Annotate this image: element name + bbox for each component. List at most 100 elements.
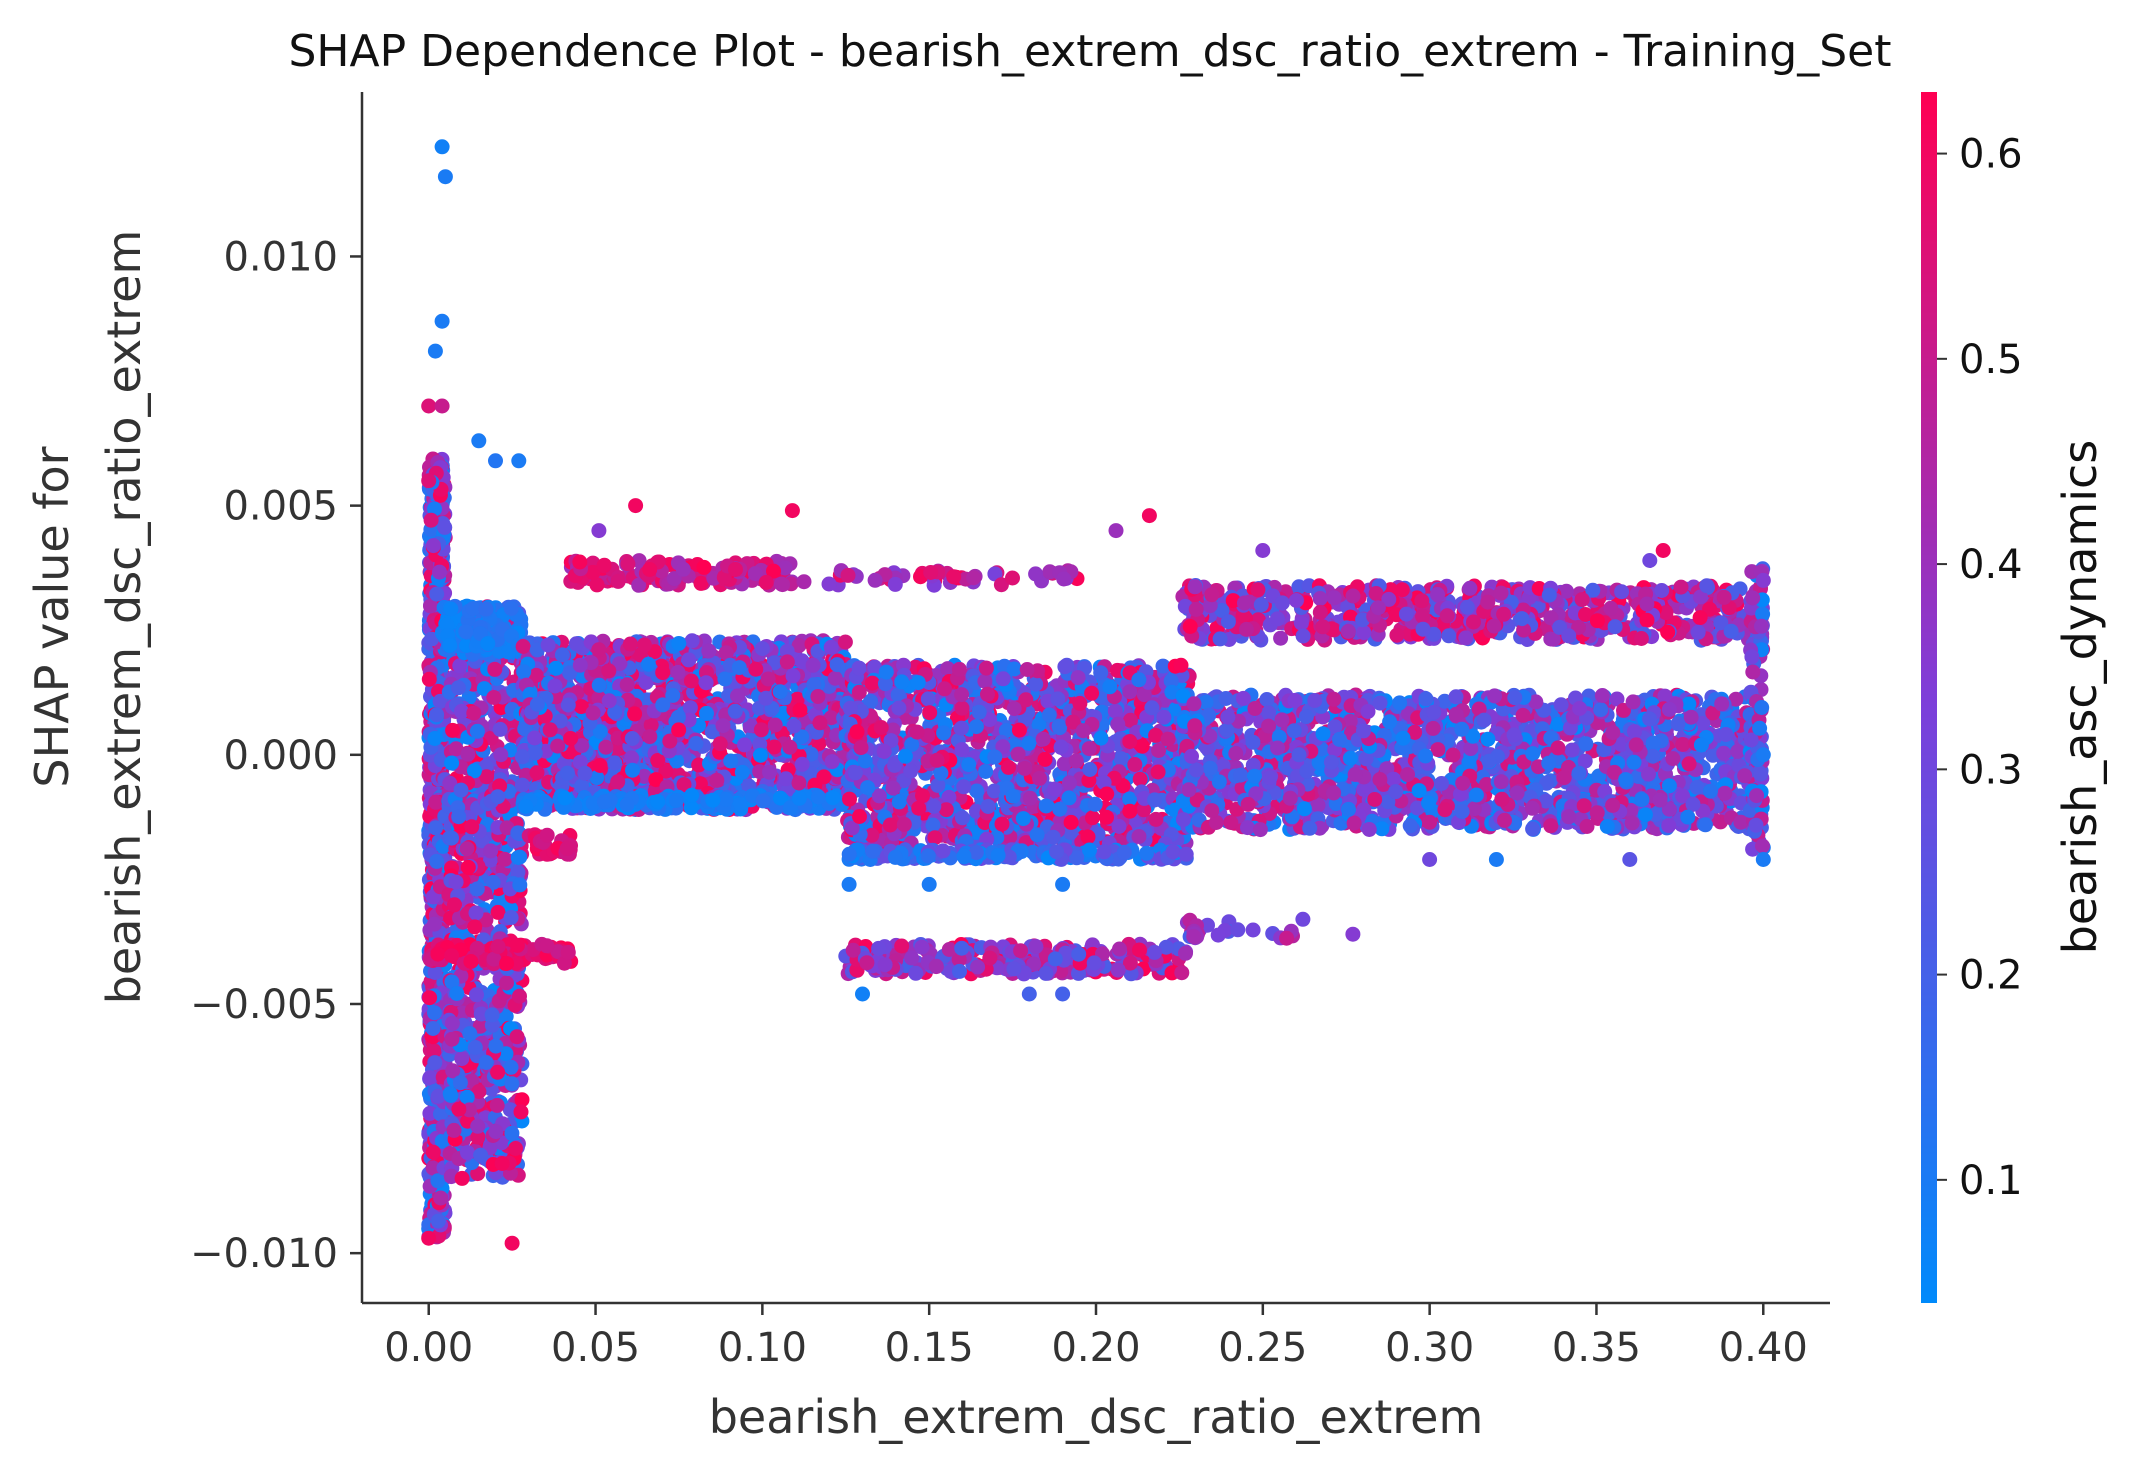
scatter-point <box>650 794 666 810</box>
scatter-point <box>444 1015 460 1031</box>
scatter-point <box>437 519 453 535</box>
scatter-point <box>429 853 445 869</box>
scatter-point <box>518 799 534 814</box>
scatter-point <box>683 673 699 689</box>
scatter-point <box>452 658 468 674</box>
scatter-points <box>421 139 1771 1251</box>
scatter-point <box>445 722 461 738</box>
scatter-point <box>490 789 506 805</box>
scatter-point <box>488 1124 504 1140</box>
scatter-point <box>758 574 774 590</box>
scatter-point <box>469 987 484 1003</box>
scatter-point <box>625 762 640 778</box>
scatter-point <box>499 956 515 971</box>
scatter-point <box>699 705 714 721</box>
scatter-point <box>446 1122 462 1138</box>
scatter-point <box>427 965 443 980</box>
scatter-point <box>601 693 617 709</box>
scatter-point <box>563 731 579 746</box>
scatter-point <box>428 794 444 810</box>
scatter-point <box>510 850 526 866</box>
scatter-point <box>624 731 640 746</box>
scatter-point <box>668 793 684 808</box>
scatter-point <box>452 1075 468 1091</box>
scatter-point <box>688 736 704 751</box>
scatter-point <box>610 573 626 589</box>
scatter-point <box>715 718 731 734</box>
scatter-point <box>705 792 721 808</box>
scatter-point <box>607 755 623 771</box>
scatter-point <box>463 954 479 969</box>
scatter-point <box>642 562 658 577</box>
scatter-point <box>466 705 482 721</box>
scatter-point <box>760 671 776 687</box>
scatter-point <box>514 749 530 765</box>
scatter-point <box>640 656 656 672</box>
scatter-point <box>430 946 446 962</box>
scatter-point <box>499 975 514 991</box>
scatter-point <box>842 791 857 807</box>
scatter-point <box>782 739 798 755</box>
scatter-point <box>430 1213 446 1229</box>
scatter-point <box>458 624 474 640</box>
scatter-point <box>557 790 573 806</box>
scatter-point <box>462 1026 478 1042</box>
scatter-point <box>489 1097 505 1113</box>
scatter-point <box>821 576 837 592</box>
scatter-point <box>539 827 555 843</box>
scatter-point <box>443 601 459 617</box>
scatter-point <box>701 643 717 659</box>
scatter-point <box>429 586 445 602</box>
scatter-point <box>572 554 588 570</box>
scatter-point <box>825 790 841 806</box>
scatter-point <box>509 1029 525 1045</box>
scatter-point <box>490 939 506 955</box>
scatter-point <box>887 576 903 592</box>
scatter-point <box>577 765 593 781</box>
scatter-point <box>540 637 556 653</box>
scatter-point <box>425 538 441 554</box>
scatter-point <box>620 556 636 572</box>
chart-title: SHAP Dependence Plot - bearish_extrem_ds… <box>289 26 1892 77</box>
scatter-point <box>460 746 476 762</box>
scatter-point <box>504 1125 520 1141</box>
scatter-point <box>610 774 626 790</box>
scatter-point <box>598 739 614 755</box>
scatter-point <box>636 637 652 653</box>
scatter-point <box>778 771 794 787</box>
scatter-point <box>727 703 743 719</box>
scatter-point <box>655 697 671 713</box>
scatter-point <box>1056 571 1072 587</box>
scatter-point <box>684 787 700 803</box>
scatter-point <box>515 639 531 654</box>
scatter-point <box>503 600 519 616</box>
scatter-point <box>467 919 483 935</box>
scatter-point <box>430 1088 446 1104</box>
scatter-point <box>785 668 801 684</box>
scatter-point <box>560 697 576 713</box>
scatter-point <box>734 764 750 780</box>
scatter-point <box>427 916 442 932</box>
scatter-point <box>753 722 769 738</box>
scatter-point <box>816 769 832 785</box>
scatter-point <box>966 570 982 586</box>
scatter-point <box>560 944 576 960</box>
scatter-point <box>443 1088 459 1103</box>
scatter-point <box>559 765 575 781</box>
scatter-point <box>464 819 480 835</box>
scatter-point <box>539 938 555 954</box>
scatter-point <box>444 948 460 964</box>
scatter-point <box>675 561 691 577</box>
scatter-point <box>791 790 807 806</box>
scatter-point <box>712 736 728 752</box>
scatter-point <box>572 657 588 673</box>
scatter-point <box>779 654 795 670</box>
scatter-point <box>601 663 617 679</box>
scatter-point <box>469 881 485 897</box>
scatter-point <box>542 722 558 738</box>
scatter-point <box>823 639 839 655</box>
scatter-point <box>794 756 810 772</box>
scatter-point <box>753 747 768 763</box>
scatter-point <box>490 1064 506 1080</box>
